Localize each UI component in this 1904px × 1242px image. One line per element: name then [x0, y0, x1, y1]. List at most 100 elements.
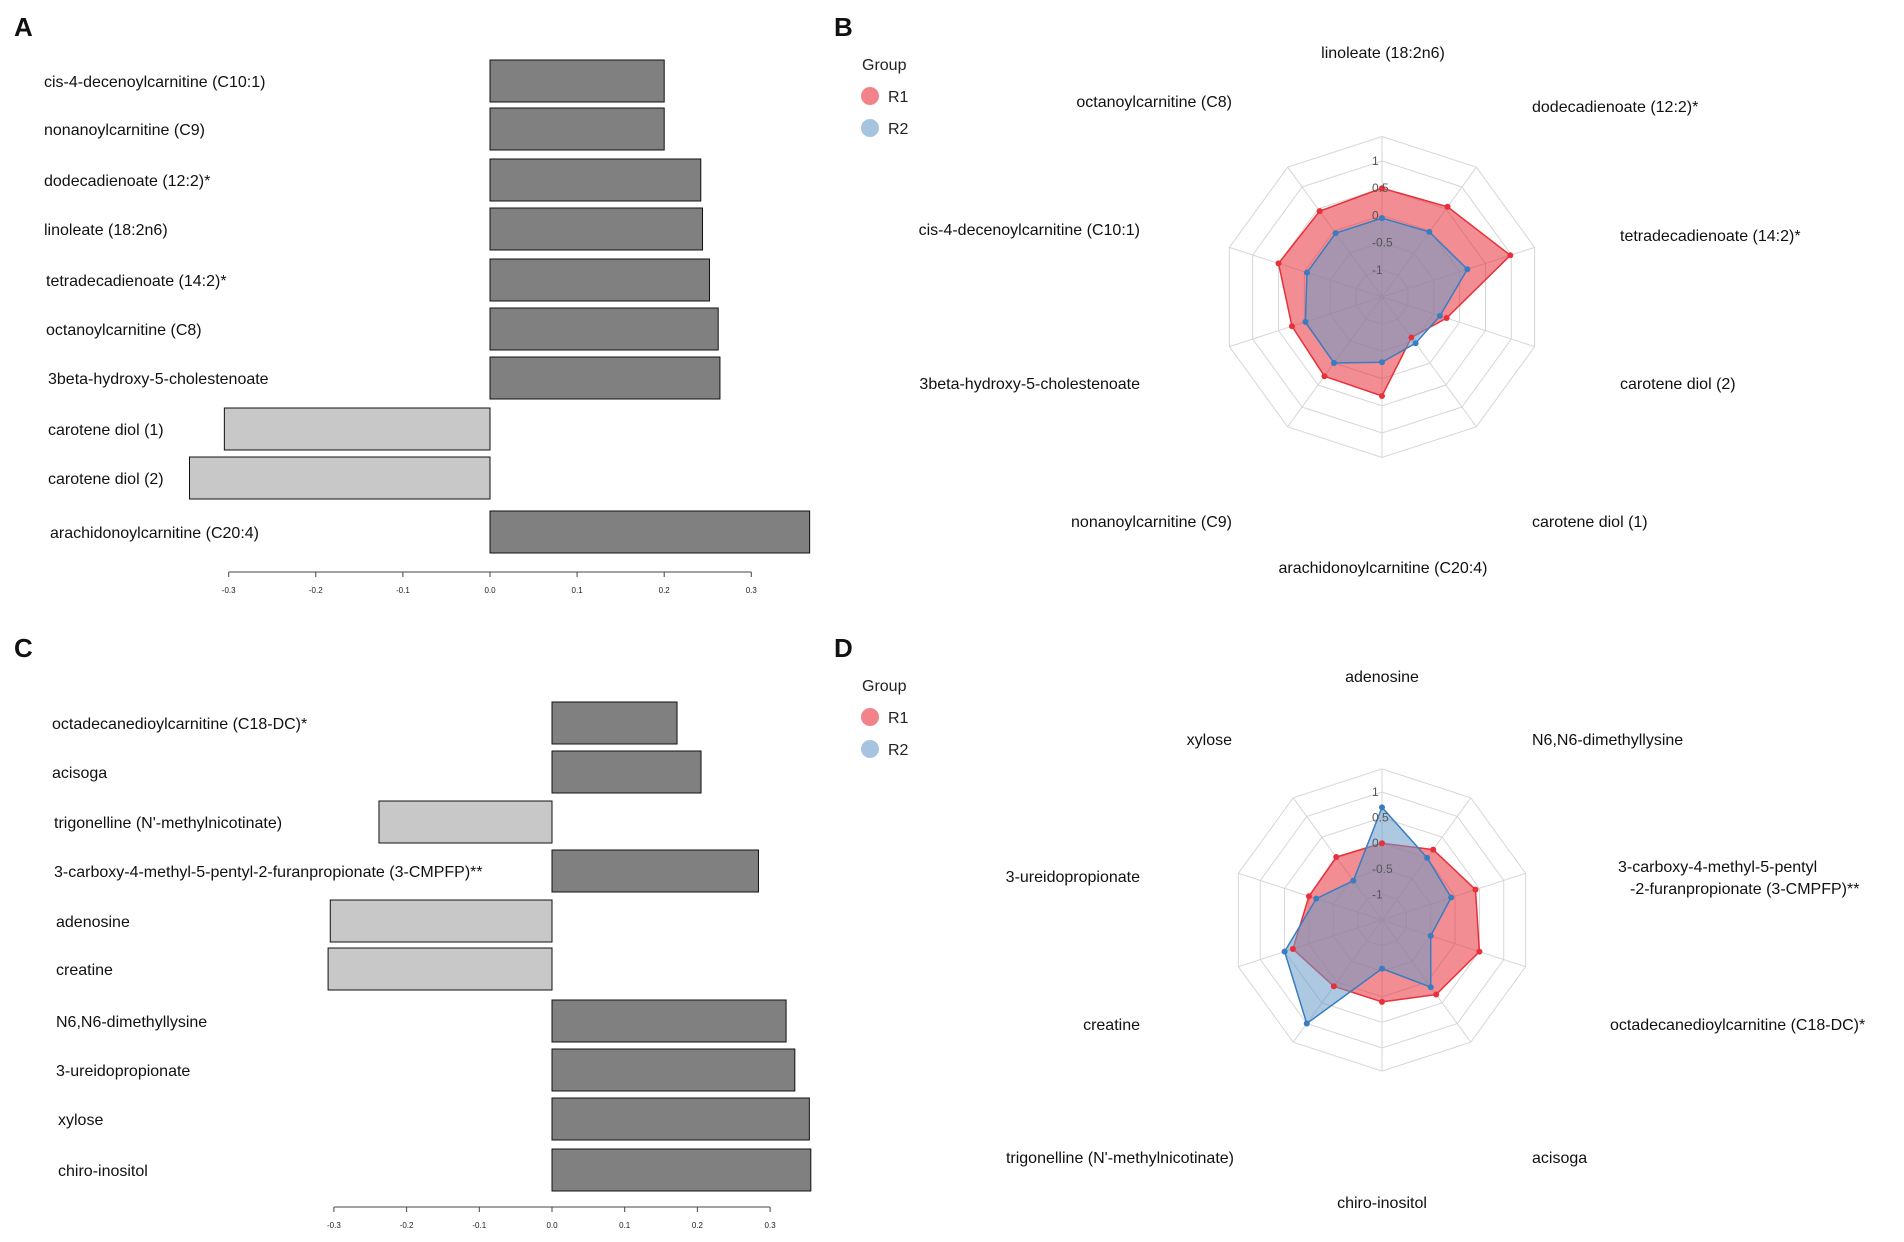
radar-point-R1: [1379, 840, 1385, 847]
radar-point-R1: [1507, 252, 1514, 259]
legend-label: R2: [888, 121, 909, 138]
legend-title: Group: [862, 57, 907, 74]
radial-tick-label: -1: [1372, 263, 1383, 277]
axis-label: tetradecadienoate (14:2)*: [1620, 228, 1801, 245]
axis-label: dodecadienoate (12:2)*: [1532, 99, 1698, 116]
radar-point-R1: [1379, 185, 1385, 192]
bar: [489, 207, 704, 251]
radar-point-R2: [1303, 269, 1310, 276]
axis-label: trigonelline (N'-methylnicotinate): [1006, 1150, 1234, 1167]
axis-label-line: 3-carboxy-4-methyl-5-pentyl: [1618, 859, 1817, 876]
x-tick-label: -0.2: [309, 586, 323, 595]
axis-label: 3beta-hydroxy-5-cholestenoate: [919, 376, 1140, 393]
x-tick-label: -0.3: [222, 586, 236, 595]
bar: [489, 107, 665, 151]
radar-point-R2: [1412, 340, 1419, 347]
axis-label: arachidonoylcarnitine (C20:4): [1279, 560, 1488, 577]
bar-chart-c: octadecanedioylcarnitine (C18-DC)* acisog…: [52, 701, 812, 1230]
category-label: nonanoylcarnitine (C9): [44, 122, 205, 139]
bar: [327, 947, 553, 991]
bar: [489, 258, 710, 302]
radar-point-R1: [1275, 260, 1282, 267]
radial-tick-label: 0: [1372, 208, 1379, 222]
category-label: arachidonoylcarnitine (C20:4): [50, 525, 259, 542]
x-tick-label: 0.0: [484, 586, 496, 595]
category-label: xylose: [58, 1112, 103, 1129]
axis-label: carotene diol (2): [1620, 376, 1736, 393]
category-label: cis-4-decenoylcarnitine (C10:1): [44, 74, 265, 91]
radial-tick-label: 0.5: [1372, 811, 1389, 825]
legend-label: R2: [888, 742, 909, 759]
category-label: octanoylcarnitine (C8): [46, 322, 202, 339]
radar-point-R2: [1436, 312, 1443, 319]
panel-label-d: D: [834, 633, 853, 663]
panel-c: C octadecanedioylcarnitine (C18-DC)* acis…: [0, 621, 820, 1242]
bar: [489, 158, 702, 202]
radar-point-R2: [1427, 984, 1434, 991]
bar: [223, 407, 491, 451]
radar-point-R2: [1302, 318, 1309, 325]
bar: [489, 307, 719, 351]
bar: [489, 356, 721, 400]
axis-label: creatine: [1083, 1017, 1140, 1034]
radial-tick-label: -1: [1372, 887, 1383, 901]
x-tick-label: 0.3: [765, 1221, 777, 1230]
radar-point-R2: [1281, 948, 1288, 955]
radial-tick-label: 1: [1372, 154, 1379, 168]
axis-label: chiro-inositol: [1337, 1195, 1427, 1212]
legend-swatch-R1: [861, 708, 879, 726]
category-label: 3beta-hydroxy-5-cholestenoate: [48, 371, 269, 388]
x-tick-label: 0.1: [619, 1221, 631, 1230]
radar-point-R2: [1332, 230, 1339, 237]
radar-point-R2: [1424, 854, 1431, 861]
axis-label: xylose: [1187, 732, 1232, 749]
radar-point-R1: [1433, 991, 1440, 998]
axis-label: N6,N6-dimethyllysine: [1532, 732, 1683, 749]
bar: [489, 59, 665, 103]
category-label: linoleate (18:2n6): [44, 222, 168, 239]
radar-point-R2: [1313, 895, 1320, 902]
category-label: tetradecadienoate (14:2)*: [46, 273, 227, 290]
category-label: chiro-inositol: [58, 1163, 148, 1180]
radar-point-R2: [1379, 804, 1385, 811]
axis-label: octadecanedioylcarnitine (C18-DC)*: [1610, 1017, 1865, 1034]
radar-point-R1: [1379, 998, 1385, 1005]
radar-point-R2: [1303, 1020, 1310, 1027]
legend-swatch-R1: [861, 87, 879, 105]
bar: [489, 510, 811, 554]
radial-tick-label: -0.5: [1372, 862, 1393, 876]
radar-chart-d: 1 0.5 0 -0.5 -1 adenosine N6,N6-dimethyllysine…: [861, 669, 1865, 1212]
category-label: 3-ureidopropionate: [56, 1063, 190, 1080]
radar-point-R1: [1289, 945, 1296, 952]
category-label: acisoga: [52, 765, 107, 782]
axis-label: 3-ureidopropionate: [1006, 869, 1140, 886]
radar-point-R1: [1288, 323, 1295, 330]
panel-label-c: C: [14, 633, 33, 663]
radar-point-R2: [1464, 266, 1471, 273]
x-tick-label: 0.3: [746, 586, 758, 595]
bar: [551, 1048, 796, 1092]
radar-point-R1: [1476, 948, 1483, 955]
axis-label: octanoylcarnitine (C8): [1076, 94, 1232, 111]
radar-point-R1: [1443, 315, 1450, 322]
legend-swatch-R2: [861, 119, 879, 137]
radial-tick-label: -0.5: [1372, 236, 1393, 250]
category-label: carotene diol (1): [48, 422, 164, 439]
category-label: octadecanedioylcarnitine (C18-DC)*: [52, 716, 307, 733]
legend-swatch-R2: [861, 740, 879, 758]
bar: [551, 1148, 812, 1192]
bar-chart-a: cis-4-decenoylcarnitine (C10:1) nonanoylc…: [44, 59, 811, 595]
category-label: adenosine: [56, 914, 130, 931]
x-tick-label: -0.1: [472, 1221, 486, 1230]
x-tick-label: 0.2: [659, 586, 671, 595]
category-label: carotene diol (2): [48, 471, 164, 488]
axis-label: linoleate (18:2n6): [1321, 45, 1445, 62]
category-label: 3-carboxy-4-methyl-5-pentyl-2-furanpropi…: [54, 864, 483, 881]
bar: [551, 750, 702, 794]
radar-point-R1: [1330, 983, 1337, 990]
radar-point-R1: [1379, 393, 1385, 400]
panel-a: A cis-4-decenoylcarnitine (C10:1) nonanoy…: [0, 0, 820, 621]
radar-point-R2: [1427, 932, 1434, 939]
x-tick-label: 0.1: [572, 586, 584, 595]
bar: [551, 849, 759, 893]
